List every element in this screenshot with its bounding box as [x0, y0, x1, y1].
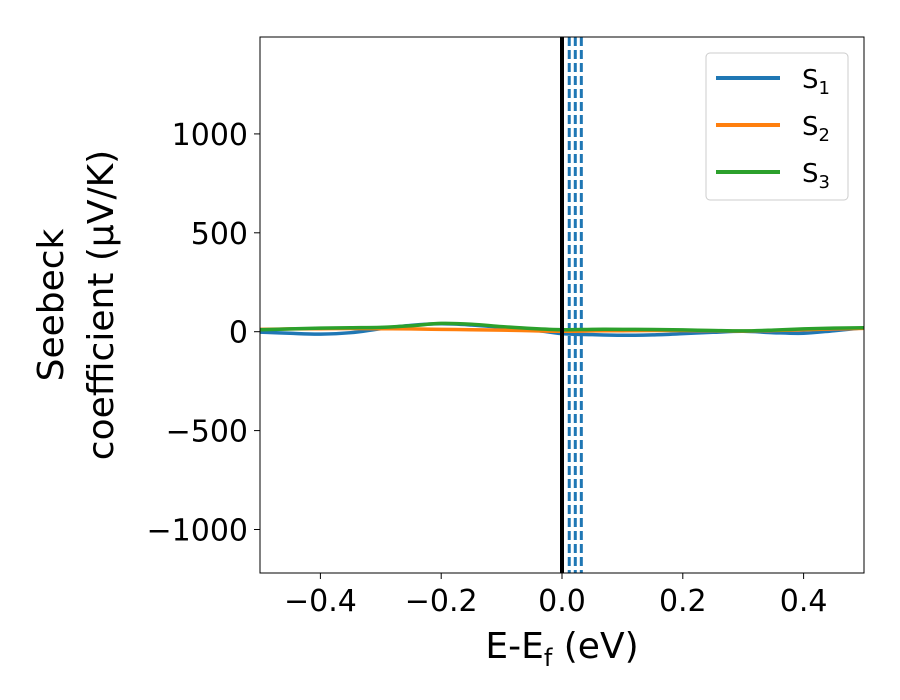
legend-label-s2: S2: [802, 112, 830, 146]
y-tick-label: 0: [229, 316, 248, 351]
legend-label-s3: S3: [802, 159, 830, 193]
y-tick-label: −500: [166, 415, 248, 450]
y-tick-label: 500: [191, 217, 248, 252]
plot-area: [260, 37, 864, 573]
y-axis-label-line2: coefficient (μV/K): [81, 150, 122, 460]
x-tick-label: −0.2: [405, 584, 478, 619]
y-tick-label: −1000: [147, 513, 248, 548]
x-tick-label: 0.4: [780, 584, 828, 619]
y-tick-label: 1000: [172, 118, 248, 153]
plot-frame: [259, 36, 865, 574]
legend: S1 S2 S3: [705, 52, 849, 201]
legend-label-s1: S1: [802, 65, 830, 99]
y-axis-label-line1: Seebeck: [31, 228, 72, 381]
axis-ticks: −0.4 −0.2 0.0 0.2 0.4 −1000 −500 0 500 1000: [147, 118, 828, 619]
x-tick-label: 0.0: [538, 584, 586, 619]
x-tick-label: −0.4: [284, 584, 357, 619]
x-tick-label: 0.2: [659, 584, 707, 619]
x-axis-label: E-Ef (eV): [485, 626, 638, 672]
